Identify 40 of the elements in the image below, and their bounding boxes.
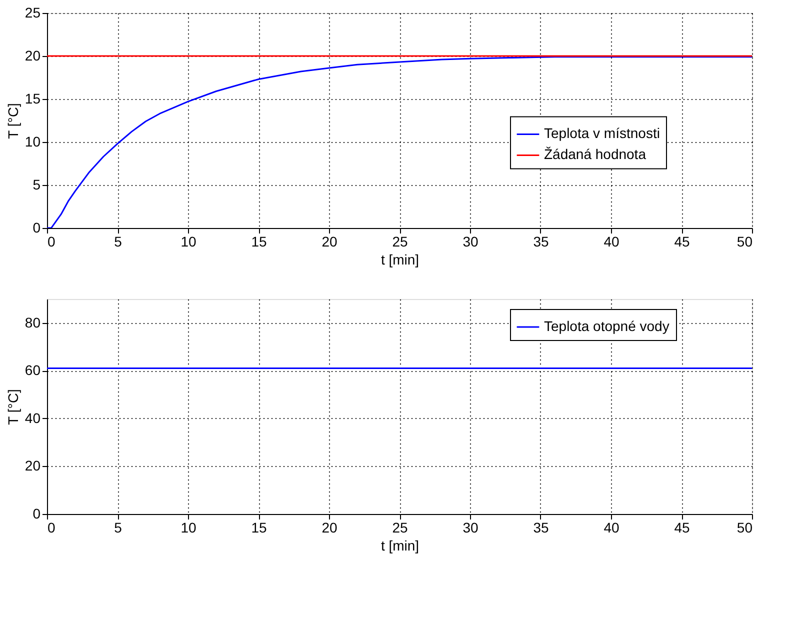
x-tick-label: 10 (180, 234, 196, 250)
x-tick-label: 40 (604, 234, 620, 250)
x-tick-label: 15 (251, 520, 267, 536)
legend-label: Teplota v místnosti (544, 125, 660, 142)
x-tick-label: 20 (322, 234, 338, 250)
y-tick-label: 0 (32, 506, 41, 522)
x-tick-label: 5 (114, 234, 122, 250)
x-axis-title: t [min] (380, 538, 420, 554)
y-axis-title: T [°C] (4, 103, 21, 139)
y-axis-title: T [°C] (4, 389, 21, 425)
x-tick-label: 30 (462, 520, 478, 536)
x-tick-label: 5 (114, 520, 122, 536)
x-tick-label: 35 (533, 520, 549, 536)
x-tick-label: 45 (674, 234, 690, 250)
y-tick-label: 10 (24, 134, 41, 150)
x-tick-label: 35 (533, 234, 549, 250)
legend-label: Žádaná hodnota (544, 146, 646, 162)
x-tick-label: 50 (736, 520, 753, 536)
x-tick-label: 25 (392, 234, 408, 250)
x-tick-label: 0 (48, 234, 56, 250)
x-axis-title: t [min] (380, 252, 420, 268)
y-tick-label: 0 (32, 220, 41, 236)
x-tick-label: 45 (674, 520, 690, 536)
y-tick-label: 60 (24, 362, 41, 378)
y-tick-label: 15 (24, 90, 41, 106)
x-tick-label: 30 (462, 234, 478, 250)
x-tick-label: 25 (392, 520, 408, 536)
y-tick-label: 5 (32, 176, 41, 192)
x-tick-label: 20 (322, 520, 338, 536)
x-tick-label: 15 (251, 234, 267, 250)
x-tick-label: 10 (180, 520, 196, 536)
x-tick-label: 40 (604, 520, 620, 536)
y-tick-label: 80 (24, 314, 41, 330)
y-tick-label: 20 (24, 458, 41, 474)
y-tick-label: 40 (24, 410, 41, 426)
y-tick-label: 20 (24, 48, 41, 64)
x-tick-label: 0 (48, 520, 56, 536)
y-tick-label: 25 (24, 4, 41, 20)
x-tick-label: 50 (736, 234, 753, 250)
legend-label: Teplota otopné vody (544, 318, 670, 334)
